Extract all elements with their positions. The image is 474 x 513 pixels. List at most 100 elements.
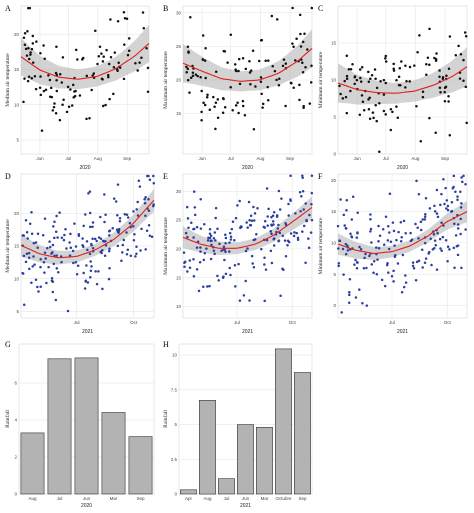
data-point [438, 86, 442, 89]
data-point [48, 245, 52, 249]
data-point [266, 85, 269, 89]
data-point [39, 93, 43, 97]
data-point [55, 45, 58, 49]
data-point [86, 248, 89, 252]
data-point [234, 216, 238, 220]
data-point [105, 48, 108, 52]
data-point [382, 243, 386, 246]
data-point [196, 240, 200, 243]
data-point [52, 225, 55, 228]
data-point [244, 249, 248, 253]
data-point [39, 285, 42, 289]
data-point [310, 218, 314, 222]
data-point [244, 67, 248, 71]
data-point [31, 42, 35, 45]
data-point [206, 285, 209, 288]
data-point [395, 238, 398, 242]
data-point [27, 256, 31, 260]
data-point [197, 289, 201, 293]
data-point [88, 117, 91, 120]
data-point [30, 76, 34, 80]
data-point [369, 230, 372, 233]
data-point [117, 229, 121, 232]
data-point [144, 214, 147, 218]
y-tick-label: 5 [16, 138, 19, 143]
data-point [263, 219, 267, 223]
data-point [48, 240, 51, 243]
data-point [400, 235, 403, 239]
data-point [419, 228, 423, 232]
data-point [91, 221, 95, 224]
data-point [31, 34, 35, 38]
data-point [148, 178, 152, 182]
data-point [294, 212, 297, 215]
data-point [257, 59, 261, 63]
data-point [375, 246, 378, 249]
data-point [234, 68, 237, 71]
data-point [300, 194, 303, 198]
data-point [296, 236, 300, 240]
data-point [304, 202, 307, 205]
data-point [266, 98, 270, 102]
data-point [135, 252, 138, 256]
data-point [40, 129, 44, 132]
data-point [384, 54, 388, 58]
data-point [267, 207, 270, 211]
data-point [43, 57, 46, 61]
data-point [23, 31, 27, 35]
data-point [185, 70, 188, 74]
data-point [132, 239, 136, 242]
data-point [296, 238, 300, 241]
data-point [27, 251, 31, 255]
data-point [241, 104, 245, 108]
data-point [43, 251, 47, 254]
data-point [248, 224, 252, 227]
panel-b: B 15 20 25 30 Maximum air temperature 2020 Jun J… [163, 4, 314, 171]
data-point [208, 228, 212, 231]
data-point [462, 79, 465, 83]
data-point [192, 227, 195, 231]
data-point [433, 239, 437, 242]
data-point [387, 271, 390, 274]
data-point [237, 57, 241, 61]
data-point [69, 246, 73, 250]
data-point [423, 218, 427, 221]
data-point [228, 266, 231, 270]
data-point [415, 260, 419, 264]
data-point [222, 49, 226, 53]
data-point [91, 237, 94, 240]
data-point [230, 227, 234, 231]
data-point [186, 270, 189, 273]
data-point [367, 80, 371, 84]
data-point [203, 103, 207, 107]
data-point [152, 181, 156, 185]
data-point [128, 221, 132, 225]
data-point [141, 11, 145, 14]
data-point [353, 263, 356, 266]
data-point [253, 212, 257, 215]
data-point [338, 239, 342, 243]
data-point [203, 222, 206, 226]
data-point [309, 81, 313, 84]
data-point [428, 63, 431, 66]
data-point [307, 237, 310, 240]
y-axis-title: Maximum air temperature [163, 51, 169, 109]
data-point [292, 234, 296, 238]
data-point [107, 277, 111, 281]
data-point [421, 266, 424, 269]
data-point [127, 49, 131, 53]
data-point [136, 200, 139, 204]
data-point [196, 74, 199, 78]
data-point [28, 267, 31, 271]
data-point [183, 265, 186, 269]
data-point [195, 225, 199, 229]
data-point [190, 221, 193, 225]
data-point [433, 56, 436, 60]
data-point [217, 279, 220, 282]
y-tick-label: 2 [14, 455, 17, 460]
data-point [284, 62, 288, 65]
y-tick-label: 10 [331, 240, 337, 245]
data-point [216, 116, 220, 119]
data-point [446, 204, 450, 208]
data-point [397, 230, 400, 234]
